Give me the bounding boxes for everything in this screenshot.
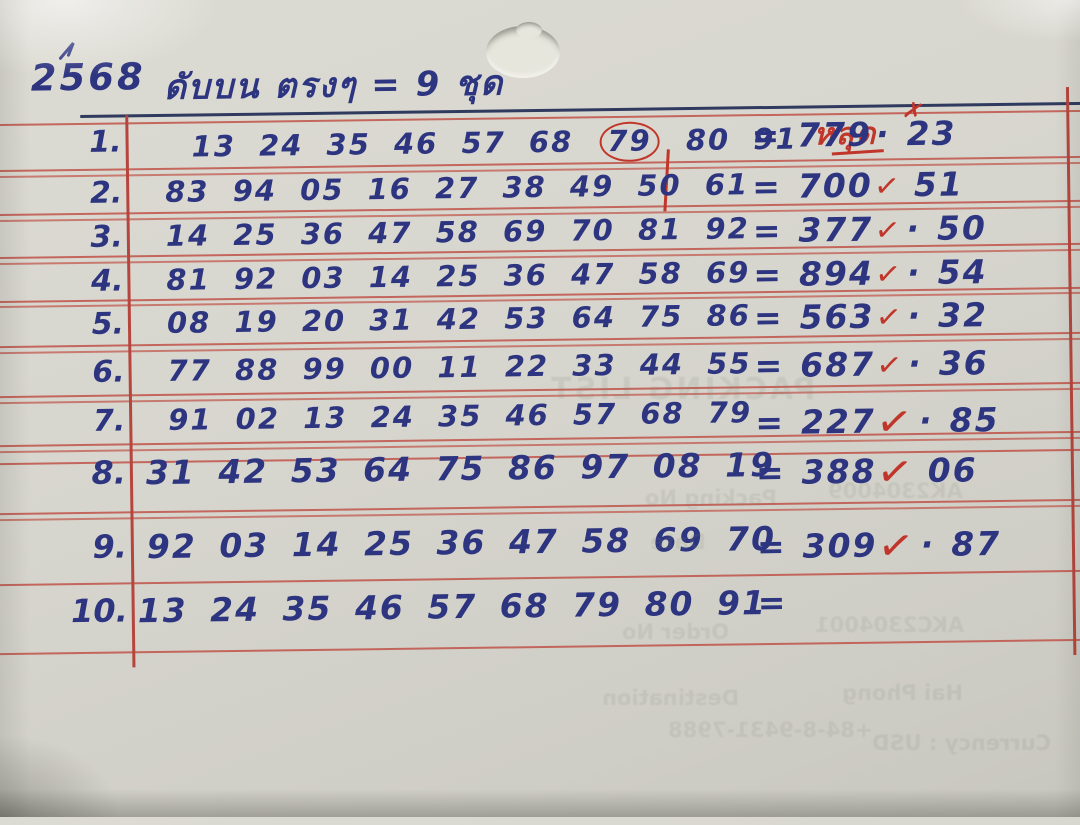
result-left: 227 xyxy=(801,402,876,442)
check-mark: ✓ xyxy=(874,519,919,573)
circled-number: 79 xyxy=(599,121,660,162)
result-right: 54 xyxy=(937,252,987,292)
row-number: 7. xyxy=(35,403,125,439)
bleed-text-value: AKC2304001 xyxy=(815,613,964,637)
result-right: 50 xyxy=(937,208,987,248)
result-left: 377 xyxy=(798,210,873,250)
numbers-before: 13 24 35 46 57 68 xyxy=(191,125,573,164)
equals-sign: = xyxy=(753,255,783,294)
hole-punch xyxy=(486,26,560,78)
result: = 894✓· 54 xyxy=(753,252,988,294)
result: = xyxy=(757,583,803,623)
equals-sign: = xyxy=(754,298,784,337)
result-left: 894 xyxy=(799,254,874,294)
equals-sign: = xyxy=(751,116,781,155)
equals-sign: = xyxy=(757,583,787,622)
left-margin-line xyxy=(125,115,135,667)
row-number: 3. xyxy=(33,219,123,255)
dot: · xyxy=(920,525,935,564)
bleed-text-label: Date xyxy=(650,530,706,554)
ruled-line xyxy=(0,570,1080,587)
result: =779·23 xyxy=(751,114,957,156)
bleed-text-value: AK2304009 xyxy=(828,479,963,503)
check-mark: ✓ xyxy=(872,168,903,206)
result-left: 700 xyxy=(798,166,873,206)
result: = 700✓ 51 xyxy=(752,164,964,206)
bleed-text-title: PACKING LIST xyxy=(548,372,815,407)
result: = 377✓· 50 xyxy=(753,208,988,250)
year-label: 2568 xyxy=(30,55,146,100)
dot: · xyxy=(919,401,934,440)
row-number: 5. xyxy=(34,306,124,342)
check-mark: ✓ xyxy=(873,256,904,294)
check-mark: ✓ xyxy=(874,347,905,385)
check-mark: ✓ xyxy=(872,212,903,250)
ruled-line xyxy=(0,639,1080,656)
number-sequence: 08 19 20 31 42 53 64 75 86 xyxy=(167,298,751,340)
result: =309✓·87 xyxy=(757,516,1002,568)
row-number: 6. xyxy=(34,354,124,390)
row-number: 4. xyxy=(33,263,123,299)
equals-sign: = xyxy=(757,527,787,566)
bleed-text-label: Order No xyxy=(622,620,729,644)
check-mark: ✓ xyxy=(872,395,917,449)
dot: · xyxy=(908,344,923,383)
row-number: 1. xyxy=(31,124,121,160)
bleed-text-label: Packing No xyxy=(645,486,777,510)
row-number: 9. xyxy=(37,527,127,566)
result-right: 51 xyxy=(914,164,964,204)
equals-sign: = xyxy=(755,403,785,442)
equals-sign: = xyxy=(753,211,783,250)
bleed-text-currency: Currency : USD xyxy=(872,731,1051,755)
result-right: 36 xyxy=(939,343,989,383)
equals-sign: = xyxy=(752,167,782,206)
dot: · xyxy=(876,114,891,153)
dot: · xyxy=(907,253,922,292)
number-sequence: 14 25 36 47 58 69 70 81 92 xyxy=(166,211,750,253)
bleed-text-value: Hai Phong xyxy=(842,681,963,705)
table-row-4: 4. 81 92 03 14 25 36 47 58 69 =894✓·54 xyxy=(0,251,1080,266)
dot: · xyxy=(906,209,921,248)
row-number: 10. xyxy=(37,591,127,630)
bleed-text-phone: +84-8-9431-7988 xyxy=(668,718,872,742)
result-right: 32 xyxy=(938,295,988,335)
row-number: 8. xyxy=(36,453,126,492)
result-left: 563 xyxy=(799,297,874,337)
result-right: 87 xyxy=(951,524,1001,564)
check-mark: ✓ xyxy=(873,299,904,337)
result: = 563✓· 32 xyxy=(754,295,989,337)
result-right: 85 xyxy=(949,400,999,440)
row-number: 2. xyxy=(32,175,122,211)
dot: · xyxy=(907,296,922,335)
bleed-text-label: Destination xyxy=(602,686,739,710)
result-left: 309 xyxy=(802,526,877,566)
number-sequence: 81 92 03 14 25 36 47 58 69 xyxy=(166,255,750,297)
result-left: 779 xyxy=(797,115,872,155)
page-title: ดับบน ตรงๆ = 9 ชุด xyxy=(164,55,505,113)
number-sequence: 83 94 05 16 27 38 49 50 61 xyxy=(165,167,749,209)
